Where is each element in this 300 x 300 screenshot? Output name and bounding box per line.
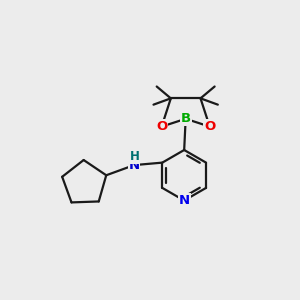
Text: H: H bbox=[130, 150, 140, 163]
Text: O: O bbox=[204, 120, 215, 133]
Text: N: N bbox=[178, 194, 190, 207]
Text: O: O bbox=[156, 120, 167, 133]
Text: B: B bbox=[181, 112, 191, 125]
Text: N: N bbox=[129, 159, 140, 172]
